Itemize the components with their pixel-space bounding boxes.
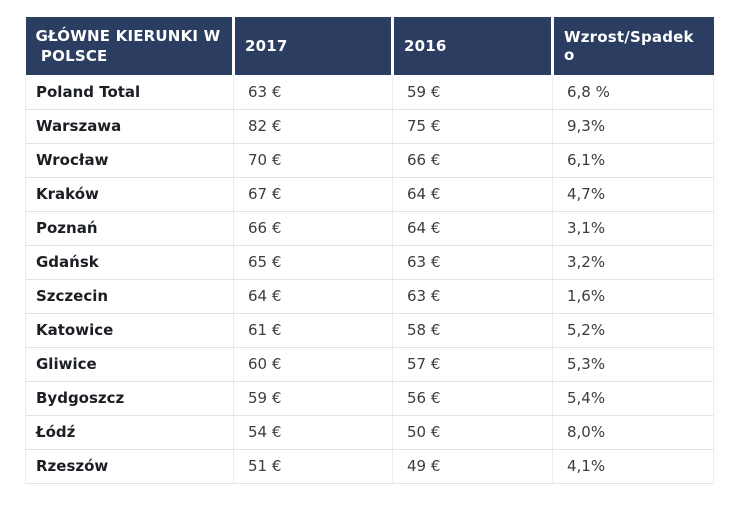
table-row: Poland Total 63 € 59 € 6,8 %: [25, 75, 714, 110]
price-2016-cell: 56 €: [392, 381, 553, 416]
price-2017-cell: 63 €: [233, 75, 393, 110]
change-cell: 3,1%: [552, 211, 714, 246]
change-cell: 3,2%: [552, 245, 714, 280]
city-cell: Katowice: [25, 313, 234, 348]
price-2016-cell: 58 €: [392, 313, 553, 348]
city-cell: Wrocław: [25, 143, 234, 178]
table-row: Szczecin 64 € 63 € 1,6%: [25, 279, 714, 314]
change-cell: 6,8 %: [552, 75, 714, 110]
city-cell: Poznań: [25, 211, 234, 246]
city-cell: Warszawa: [25, 109, 234, 144]
change-cell: 6,1%: [552, 143, 714, 178]
city-cell: Gdańsk: [25, 245, 234, 280]
city-cell: Szczecin: [25, 279, 234, 314]
price-2017-cell: 59 €: [233, 381, 393, 416]
price-2017-cell: 51 €: [233, 449, 393, 484]
price-2017-cell: 64 €: [233, 279, 393, 314]
city-cell: Kraków: [25, 177, 234, 212]
city-cell: Rzeszów: [25, 449, 234, 484]
change-cell: 4,7%: [552, 177, 714, 212]
header-title-line2: POLSCE: [35, 47, 108, 65]
change-cell: 8,0%: [552, 415, 714, 450]
header-row: GŁÓWNE KIERUNKI W POLSCE 2017 2016 Wzros…: [25, 17, 714, 75]
price-2016-cell: 59 €: [392, 75, 553, 110]
table-row: Kraków 67 € 64 € 4,7%: [25, 177, 714, 212]
table-row: Bydgoszcz 59 € 56 € 5,4%: [25, 381, 714, 416]
city-cell: Gliwice: [25, 347, 234, 382]
header-cell-destinations: GŁÓWNE KIERUNKI W POLSCE: [25, 17, 235, 75]
header-cell-2017: 2017: [233, 17, 394, 75]
change-cell: 5,3%: [552, 347, 714, 382]
table-row: Wrocław 70 € 66 € 6,1%: [25, 143, 714, 178]
change-cell: 4,1%: [552, 449, 714, 484]
table-row: Poznań 66 € 64 € 3,1%: [25, 211, 714, 246]
table-row: Łódź 54 € 50 € 8,0%: [25, 415, 714, 450]
table-row: Gliwice 60 € 57 € 5,3%: [25, 347, 714, 382]
header-cell-change: Wzrost/Spadek o: [552, 17, 714, 75]
price-2017-cell: 67 €: [233, 177, 393, 212]
price-2016-cell: 49 €: [392, 449, 553, 484]
table-row: Gdańsk 65 € 63 € 3,2%: [25, 245, 714, 280]
city-cell: Poland Total: [25, 75, 234, 110]
change-cell: 1,6%: [552, 279, 714, 314]
price-2016-cell: 57 €: [392, 347, 553, 382]
price-2016-cell: 64 €: [392, 211, 553, 246]
price-2017-cell: 70 €: [233, 143, 393, 178]
table-row: Warszawa 82 € 75 € 9,3%: [25, 109, 714, 144]
price-2017-cell: 65 €: [233, 245, 393, 280]
price-2017-cell: 60 €: [233, 347, 393, 382]
table-body: Poland Total 63 € 59 € 6,8 % Warszawa 82…: [25, 75, 714, 484]
price-2017-cell: 82 €: [233, 109, 393, 144]
price-2016-cell: 50 €: [392, 415, 553, 450]
header-title-line1: GŁÓWNE KIERUNKI W: [35, 27, 221, 45]
destinations-price-table: GŁÓWNE KIERUNKI W POLSCE 2017 2016 Wzros…: [25, 17, 714, 484]
city-cell: Łódź: [25, 415, 234, 450]
price-2017-cell: 61 €: [233, 313, 393, 348]
header-cell-2016: 2016: [392, 17, 554, 75]
change-cell: 5,2%: [552, 313, 714, 348]
table-row: Katowice 61 € 58 € 5,2%: [25, 313, 714, 348]
price-2016-cell: 66 €: [392, 143, 553, 178]
change-cell: 5,4%: [552, 381, 714, 416]
price-2016-cell: 63 €: [392, 245, 553, 280]
table-header: GŁÓWNE KIERUNKI W POLSCE 2017 2016 Wzros…: [25, 17, 714, 75]
price-2016-cell: 64 €: [392, 177, 553, 212]
price-2016-cell: 75 €: [392, 109, 553, 144]
price-2017-cell: 54 €: [233, 415, 393, 450]
change-cell: 9,3%: [552, 109, 714, 144]
price-2016-cell: 63 €: [392, 279, 553, 314]
table-row: Rzeszów 51 € 49 € 4,1%: [25, 449, 714, 484]
price-2017-cell: 66 €: [233, 211, 393, 246]
city-cell: Bydgoszcz: [25, 381, 234, 416]
data-table: GŁÓWNE KIERUNKI W POLSCE 2017 2016 Wzros…: [25, 17, 714, 484]
